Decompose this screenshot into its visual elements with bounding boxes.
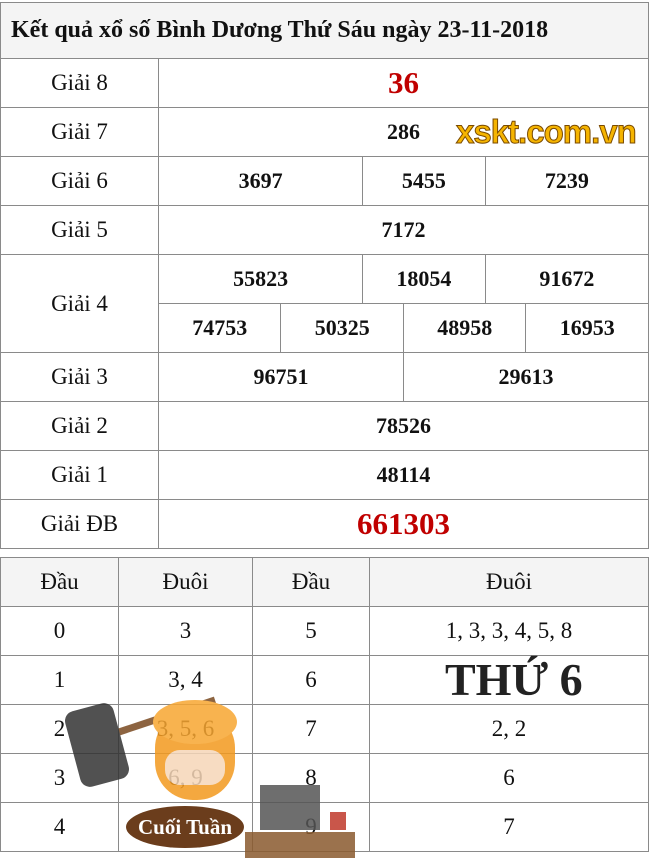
prize-4-value: 55823 bbox=[157, 254, 364, 304]
prize-7-value: 286 bbox=[158, 107, 649, 157]
results-table: Kết quả xổ số Bình Dương Thứ Sáu ngày 23… bbox=[0, 2, 650, 549]
dau-cell: 6 bbox=[252, 655, 370, 705]
dau-cell: 4 bbox=[0, 802, 119, 852]
dau-cell: 3 bbox=[0, 753, 119, 803]
prize-4-value: 18054 bbox=[362, 254, 486, 304]
prize-3-value: 29613 bbox=[402, 352, 650, 402]
duoi-cell: 6, 9 bbox=[118, 753, 253, 803]
dau-cell: 9 bbox=[252, 802, 370, 852]
prize-label: Giải 1 bbox=[0, 450, 159, 500]
prize-label: Giải 3 bbox=[0, 352, 159, 402]
prize-label: Giải 4 bbox=[0, 254, 159, 353]
prize-4-value: 74753 bbox=[157, 303, 282, 353]
duoi-cell: 3, 4 bbox=[118, 655, 253, 705]
special-prize-value: 661303 bbox=[158, 499, 649, 549]
prize-5-value: 7172 bbox=[158, 205, 649, 255]
duoi-cell: 6 bbox=[369, 753, 649, 803]
duoi-cell bbox=[369, 655, 649, 705]
dau-cell: 8 bbox=[252, 753, 370, 803]
prize-6-value: 3697 bbox=[157, 156, 364, 206]
dau-cell: 7 bbox=[252, 704, 370, 754]
prize-label: Giải 8 bbox=[0, 58, 159, 108]
header-dau: Đầu bbox=[0, 557, 119, 607]
prize-label: Giải 2 bbox=[0, 401, 159, 451]
prize-4-value: 91672 bbox=[484, 254, 650, 304]
prize-4-value: 50325 bbox=[280, 303, 404, 353]
prize-6-value: 7239 bbox=[484, 156, 650, 206]
duoi-cell: 3, 5, 6 bbox=[118, 704, 253, 754]
prize-2-value: 78526 bbox=[158, 401, 649, 451]
prize-8-value: 36 bbox=[158, 58, 649, 108]
duoi-cell bbox=[118, 802, 253, 852]
header-duoi: Đuôi bbox=[118, 557, 253, 607]
dau-cell: 1 bbox=[0, 655, 119, 705]
loto-row: 0 3 5 1, 3, 3, 4, 5, 8 bbox=[0, 606, 649, 656]
results-title: Kết quả xổ số Bình Dương Thứ Sáu ngày 23… bbox=[0, 2, 649, 59]
prize-label: Giải 6 bbox=[0, 156, 159, 206]
prize-label: Giải 7 bbox=[0, 107, 159, 157]
duoi-cell: 3 bbox=[118, 606, 253, 656]
prize-3-value: 96751 bbox=[158, 352, 404, 402]
duoi-cell: 7 bbox=[369, 802, 649, 852]
prize-label: Giải 5 bbox=[0, 205, 159, 255]
prize-6-value: 5455 bbox=[362, 156, 486, 206]
prize-4-value: 16953 bbox=[525, 303, 649, 353]
header-dau: Đầu bbox=[252, 557, 370, 607]
duoi-cell: 2, 2 bbox=[369, 704, 649, 754]
prize-label: Giải ĐB bbox=[0, 499, 159, 549]
dau-cell: 0 bbox=[0, 606, 119, 656]
prize-4-value: 48958 bbox=[402, 303, 527, 353]
xskt-logo: xskt.com.vn bbox=[456, 113, 638, 150]
duoi-cell: 1, 3, 3, 4, 5, 8 bbox=[369, 606, 649, 656]
dau-cell: 5 bbox=[252, 606, 370, 656]
prize-1-value: 48114 bbox=[158, 450, 649, 500]
loto-row: 2 3, 5, 6 7 2, 2 bbox=[0, 704, 649, 754]
dau-cell: 2 bbox=[0, 704, 119, 754]
header-duoi: Đuôi bbox=[369, 557, 649, 607]
